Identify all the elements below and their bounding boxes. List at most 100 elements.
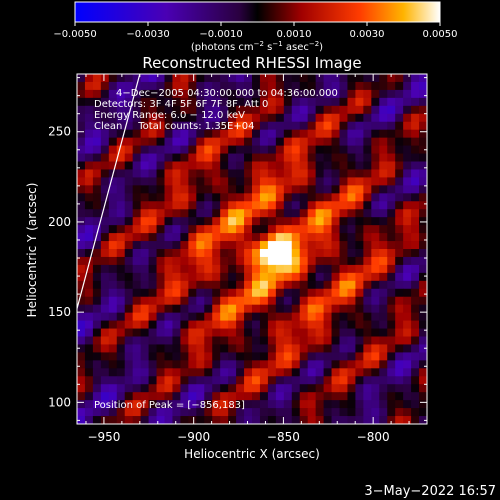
heatmap-pixel bbox=[204, 201, 213, 210]
heatmap-pixel bbox=[339, 280, 348, 290]
heatmap-pixel bbox=[275, 225, 285, 234]
heatmap-pixel bbox=[275, 81, 285, 91]
y-axis-label: Heliocentric Y (arcsec) bbox=[25, 183, 39, 318]
heatmap-pixel bbox=[252, 376, 261, 385]
heatmap-pixel bbox=[220, 121, 229, 131]
heatmap-pixel bbox=[315, 233, 324, 242]
heatmap-pixel bbox=[315, 81, 324, 91]
heatmap-pixel bbox=[252, 344, 261, 353]
heatmap-pixel bbox=[220, 368, 229, 377]
heatmap-pixel bbox=[291, 368, 301, 377]
heatmap-pixel bbox=[363, 74, 372, 83]
heatmap-pixel bbox=[196, 256, 205, 266]
heatmap-pixel bbox=[307, 328, 317, 337]
heatmap-pixel bbox=[84, 225, 94, 234]
heatmap-pixel bbox=[236, 233, 245, 242]
heatmap-pixel bbox=[140, 344, 149, 353]
heatmap-pixel bbox=[188, 145, 197, 154]
heatmap-pixel bbox=[403, 272, 412, 282]
heatmap-pixel bbox=[124, 272, 134, 282]
heatmap-pixel bbox=[275, 368, 285, 377]
heatmap-pixel bbox=[116, 201, 126, 210]
heatmap-pixel bbox=[148, 408, 157, 417]
heatmap-pixel bbox=[156, 185, 165, 194]
heatmap-pixel bbox=[299, 360, 309, 369]
heatmap-pixel bbox=[267, 280, 277, 290]
heatmap-pixel bbox=[395, 400, 404, 409]
heatmap-pixel bbox=[140, 225, 149, 234]
heatmap-pixel bbox=[355, 81, 364, 91]
heatmap-pixel bbox=[132, 344, 142, 353]
heatmap-pixel bbox=[315, 264, 324, 274]
heatmap-pixel bbox=[331, 320, 340, 329]
heatmap-pixel bbox=[77, 129, 86, 139]
heatmap-pixel bbox=[108, 328, 118, 337]
heatmap-pixel bbox=[315, 97, 324, 107]
heatmap-pixel bbox=[387, 105, 396, 115]
heatmap-pixel bbox=[116, 129, 126, 139]
heatmap-pixel bbox=[140, 336, 149, 345]
heatmap-pixel bbox=[132, 193, 142, 202]
heatmap-pixel bbox=[355, 129, 364, 139]
heatmap-pixel bbox=[307, 368, 317, 377]
heatmap-pixel bbox=[419, 384, 427, 393]
plot-frame bbox=[76, 73, 428, 425]
heatmap-pixel bbox=[212, 256, 221, 266]
heatmap-pixel bbox=[196, 336, 205, 345]
heatmap-pixel bbox=[236, 113, 245, 123]
heatmap-pixel bbox=[140, 105, 149, 115]
heatmap-pixel bbox=[339, 169, 348, 178]
heatmap-pixel bbox=[196, 320, 205, 329]
heatmap-pixel bbox=[84, 400, 94, 409]
heatmap-pixel bbox=[164, 400, 173, 409]
heatmap-pixel bbox=[116, 272, 126, 282]
heatmap-pixel bbox=[363, 113, 372, 123]
heatmap-pixel bbox=[116, 225, 126, 234]
heatmap-pixel bbox=[299, 129, 309, 139]
heatmap-pixel bbox=[172, 336, 181, 345]
heatmap-pixel bbox=[164, 177, 173, 186]
heatmap-pixel bbox=[124, 336, 134, 345]
heatmap-pixel bbox=[299, 217, 309, 226]
heatmap-pixel bbox=[315, 272, 324, 282]
heatmap-pixel bbox=[196, 177, 205, 186]
heatmap-pixel bbox=[355, 89, 364, 99]
heatmap-pixel bbox=[379, 328, 388, 337]
heatmap-pixel bbox=[92, 408, 102, 417]
heatmap-pixel bbox=[339, 352, 348, 361]
heatmap-pixel bbox=[275, 280, 285, 290]
heatmap-pixel bbox=[220, 113, 229, 123]
heatmap-pixel bbox=[148, 256, 157, 266]
heatmap-pixel bbox=[212, 74, 221, 83]
heatmap-pixel bbox=[172, 352, 181, 361]
heatmap-pixel bbox=[220, 74, 229, 83]
heatmap-pixel bbox=[411, 113, 420, 123]
heatmap-pixel bbox=[387, 368, 396, 377]
heatmap-pixel bbox=[164, 288, 173, 298]
heatmap-pixel bbox=[411, 304, 420, 314]
heatmap-pixel bbox=[244, 272, 253, 282]
heatmap-pixel bbox=[212, 161, 221, 170]
heatmap-pixel bbox=[92, 89, 102, 99]
heatmap-pixel bbox=[395, 217, 404, 226]
heatmap-pixel bbox=[379, 320, 388, 329]
heatmap-pixel bbox=[204, 121, 213, 131]
heatmap-pixel bbox=[77, 304, 86, 314]
heatmap-pixel bbox=[299, 264, 309, 274]
heatmap-pixel bbox=[291, 113, 301, 123]
heatmap-pixel bbox=[283, 288, 293, 298]
heatmap-pixel bbox=[331, 74, 340, 83]
heatmap-pixel bbox=[252, 145, 261, 154]
heatmap-pixel bbox=[371, 416, 380, 424]
heatmap-pixel bbox=[371, 145, 380, 154]
heatmap-pixel bbox=[204, 145, 213, 154]
heatmap-pixel bbox=[252, 225, 261, 234]
heatmap-pixel bbox=[188, 368, 197, 377]
heatmap-pixel bbox=[339, 416, 348, 424]
heatmap-pixel bbox=[323, 408, 332, 417]
heatmap-pixel bbox=[347, 89, 356, 99]
heatmap-pixel bbox=[371, 169, 380, 178]
heatmap-pixel bbox=[259, 304, 269, 314]
heatmap-pixel bbox=[252, 241, 261, 250]
heatmap-pixel bbox=[275, 201, 285, 210]
